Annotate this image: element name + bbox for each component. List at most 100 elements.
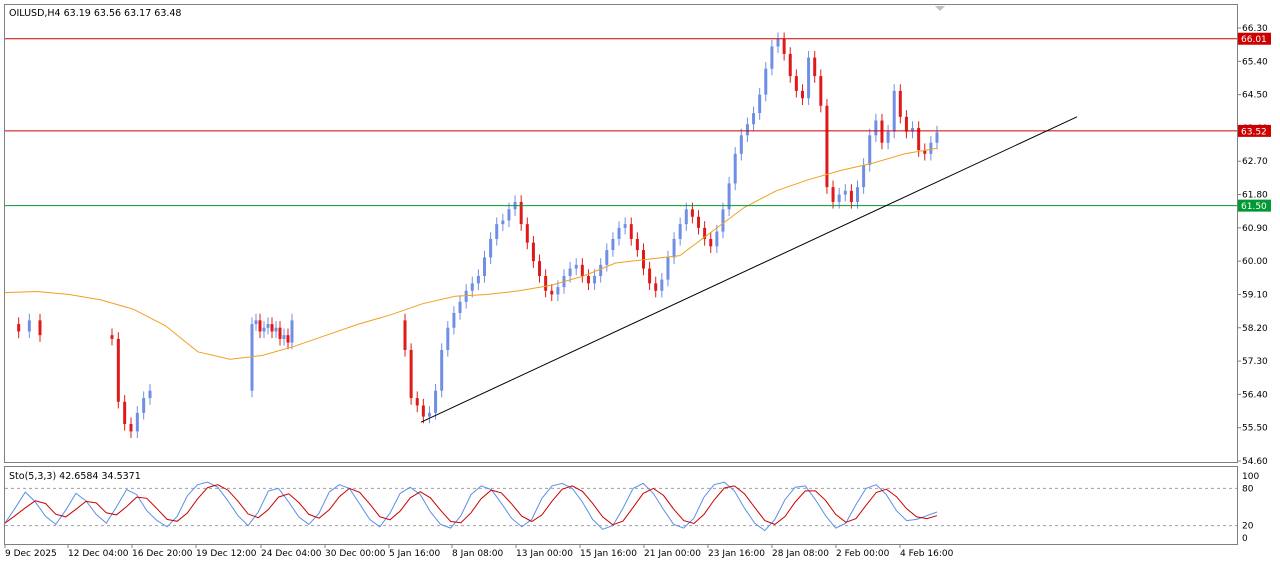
time-tick-label: 19 Dec 12:00 [196,549,257,559]
candle-body [807,57,811,99]
price-tick-label: 59.10 [1242,290,1268,300]
candle-body [254,320,258,325]
candle-body [611,238,615,251]
candle-body [819,76,823,106]
price-tick-label: 64.50 [1242,91,1268,101]
ma-line [4,147,938,360]
time-tick-label: 21 Jan 00:00 [644,549,701,559]
candle-body [862,164,866,188]
stoch-tick-label: 80 [1242,484,1254,494]
candle-body [282,335,286,339]
trendline[interactable] [420,116,1078,423]
candle-body [666,257,670,280]
candle-body [434,390,438,413]
candle-body [617,227,621,239]
candle-body [911,127,915,132]
stoch-tick-label: 0 [1242,534,1248,544]
time-tick-label: 16 Dec 20:00 [132,549,193,559]
candle-body [874,120,878,136]
stoch-signal-line [4,484,938,526]
candle-body [935,132,939,143]
candle-body [403,320,407,350]
price-tick-label: 57.30 [1242,357,1268,367]
candle-body [568,268,572,276]
candle-body [849,190,853,202]
candle-body [519,201,523,225]
candle-body [270,324,274,332]
time-axis: 9 Dec 2025 12 Dec 04:00 16 Dec 20:00 19 Dec… [4,544,954,559]
candle-body [501,220,505,225]
level-label: 61.50 [1241,202,1267,212]
candle-body [586,275,590,284]
candle-body [440,349,444,391]
stochastic-header: Sto(5,3,3) 42.6584 34.5371 [9,471,141,482]
candle-body [250,324,254,391]
candle-body [599,264,603,276]
horizontal-levels[interactable]: 66.01 63.52 61.50 [5,32,1271,212]
candle-body [489,238,493,258]
candle-body [538,261,542,276]
candle-body [421,405,425,417]
candle-body [727,183,731,210]
candle-body [898,90,902,117]
candle-body [690,209,694,217]
candle-body [531,242,535,262]
time-tick-label: 5 Jan 16:00 [389,549,441,559]
time-tick-label: 12 Dec 04:00 [68,549,129,559]
shift-marker-icon[interactable] [935,6,945,11]
stochastic-lines [4,481,938,532]
candle-body [733,153,737,184]
candle-body [135,412,139,432]
candle-body [556,287,560,295]
trendline-line [420,116,1078,423]
price-tick-label: 62.70 [1242,157,1268,167]
candle-body [623,224,627,228]
price-pane-frame [4,4,1238,463]
candle-body [776,39,780,47]
candle-body [697,216,701,228]
candle-body [739,135,743,154]
candle-body [923,150,927,154]
time-tick-label: 8 Jan 08:00 [452,549,504,559]
candle-body [286,335,290,343]
candle-body [868,135,872,165]
price-tick-label: 60.90 [1242,224,1268,234]
time-tick-label: 24 Dec 04:00 [261,549,322,559]
candle-body [831,187,835,202]
candle-body [258,320,262,332]
stoch-tick-label: 100 [1242,472,1259,482]
level-label-box [1238,124,1271,137]
time-tick-label: 4 Feb 16:00 [900,549,954,559]
candle-body [629,224,633,239]
candle-body [507,209,511,221]
candle-body [262,327,266,332]
candle-body [764,68,768,95]
candle-body [482,257,486,276]
candle-body [794,76,798,91]
candle-body [27,320,31,332]
stoch-main-line [4,481,938,532]
candle-body [745,124,749,136]
stochastic-levels: 100 80 20 0 [5,472,1259,544]
candle-body [574,264,578,269]
candle-body [17,324,21,332]
candle-body [116,338,120,402]
candle-body [142,398,146,413]
candle-body [880,120,884,143]
candle-body [452,312,456,328]
candle-body [415,398,419,406]
candle-body [290,320,294,343]
candle-body [856,187,860,202]
time-tick-label: 15 Jan 16:00 [580,549,637,559]
level-label-box [1238,32,1271,45]
candle-body [593,275,597,284]
candle-body [904,116,908,132]
candle-body [684,209,688,225]
candle-body [648,268,652,284]
time-tick-label: 2 Feb 00:00 [836,549,890,559]
price-tick-label: 54.60 [1242,457,1268,467]
candle-body [148,390,152,399]
candle-body [770,46,774,69]
